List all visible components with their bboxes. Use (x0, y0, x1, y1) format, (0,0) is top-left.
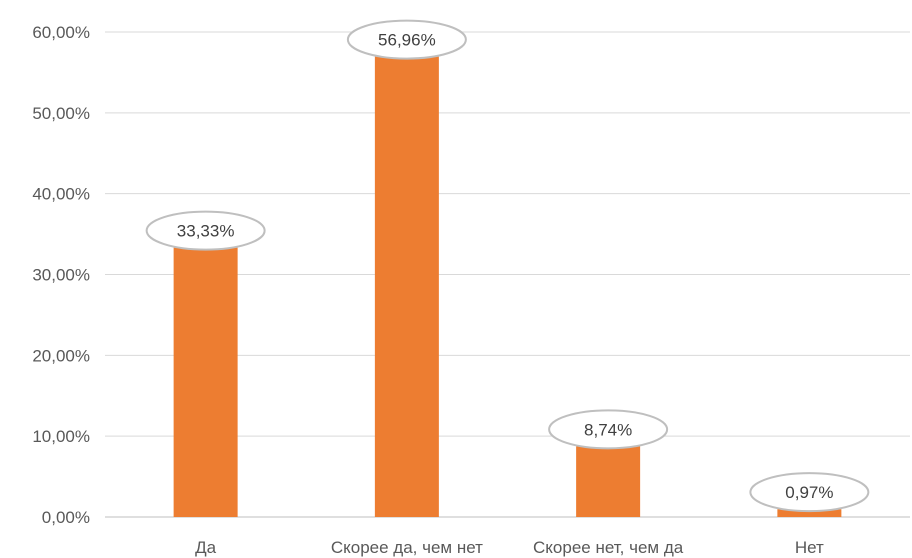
category-label-2: Скорее да, чем нет (331, 538, 483, 557)
y-tick-label-0: 0,00% (42, 508, 90, 527)
data-labels: 33,33% 56,96% 8,74% 0,97% (145, 19, 870, 513)
data-label-callout-2 (346, 19, 467, 60)
y-tick-label-2: 20,00% (32, 346, 90, 365)
data-label-2: 56,96% (378, 31, 436, 50)
y-tick-label-4: 40,00% (32, 185, 90, 204)
y-tick-label-6: 60,00% (32, 23, 90, 42)
bar-1 (173, 247, 238, 517)
y-tick-label-1: 10,00% (32, 427, 90, 446)
data-label-callout-1 (145, 210, 266, 251)
category-label-1: Да (195, 538, 217, 557)
gridlines (105, 31, 910, 518)
bar-2 (374, 56, 439, 517)
data-label-3: 8,74% (584, 420, 632, 439)
category-label-3: Скорее нет, чем да (533, 538, 684, 557)
bar-4 (777, 509, 842, 517)
y-axis-tick-labels: 0,00% 10,00% 20,00% 30,00% 40,00% 50,00% 60,00… (32, 23, 90, 527)
data-label-4: 0,97% (785, 483, 833, 502)
y-tick-label-3: 30,00% (32, 266, 90, 285)
data-label-callout-4 (749, 472, 870, 513)
category-label-4: Нет (795, 538, 824, 557)
category-labels: Да Скорее да, чем нет Скорее нет, чем да Не… (195, 538, 824, 557)
data-label-callout-3 (548, 409, 669, 450)
bars (173, 56, 842, 517)
y-tick-label-5: 50,00% (32, 104, 90, 123)
data-label-1: 33,33% (177, 222, 235, 241)
bar-3 (576, 446, 641, 517)
